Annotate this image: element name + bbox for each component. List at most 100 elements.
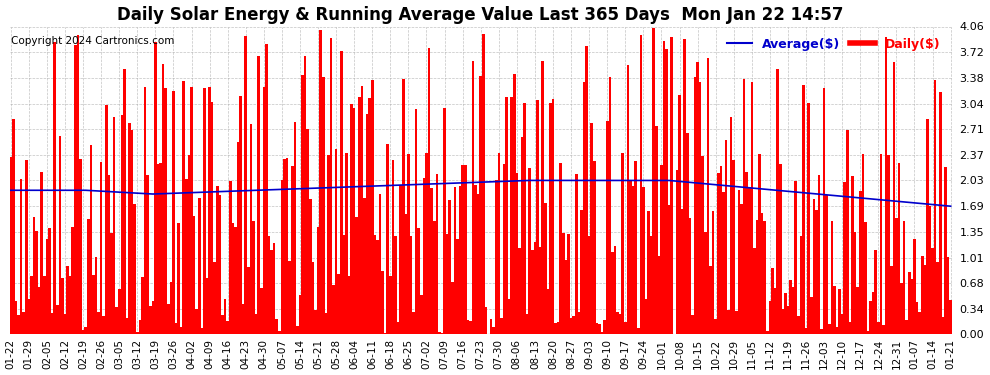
Bar — [360, 86, 363, 334]
Bar — [691, 315, 694, 334]
Bar — [172, 92, 175, 334]
Bar — [304, 56, 307, 334]
Bar — [722, 192, 725, 334]
Bar — [665, 48, 668, 334]
Bar — [505, 98, 508, 334]
Bar — [590, 123, 593, 334]
Bar — [203, 88, 206, 334]
Bar — [407, 154, 410, 334]
Bar — [686, 133, 689, 334]
Bar — [606, 121, 609, 334]
Bar — [537, 99, 539, 334]
Bar — [898, 163, 900, 334]
Bar — [299, 295, 301, 334]
Bar — [405, 214, 407, 334]
Bar — [74, 45, 76, 334]
Bar — [410, 236, 412, 334]
Bar — [144, 87, 147, 334]
Bar — [278, 331, 280, 334]
Bar — [425, 153, 428, 334]
Bar — [866, 331, 869, 334]
Bar — [116, 307, 118, 334]
Bar — [100, 162, 102, 334]
Bar — [464, 165, 466, 334]
Bar — [355, 217, 358, 334]
Bar — [490, 319, 492, 334]
Bar — [728, 310, 730, 334]
Bar — [498, 153, 500, 334]
Bar — [136, 332, 139, 334]
Bar — [56, 305, 58, 334]
Bar — [366, 114, 368, 334]
Bar — [108, 175, 110, 334]
Bar — [195, 309, 198, 334]
Bar — [12, 119, 15, 334]
Bar — [273, 243, 275, 334]
Bar — [841, 314, 843, 334]
Bar — [148, 306, 151, 334]
Bar — [87, 219, 89, 334]
Bar — [906, 321, 908, 334]
Bar — [444, 108, 446, 334]
Bar — [49, 228, 50, 334]
Bar — [670, 37, 673, 334]
Bar — [521, 137, 524, 334]
Bar — [851, 176, 853, 334]
Bar — [446, 234, 448, 334]
Bar — [652, 28, 655, 334]
Bar — [431, 188, 433, 334]
Bar — [758, 154, 761, 334]
Bar — [869, 301, 872, 334]
Bar — [725, 140, 728, 334]
Bar — [219, 195, 221, 334]
Bar — [750, 82, 753, 334]
Bar — [940, 92, 941, 334]
Bar — [839, 289, 841, 334]
Bar — [911, 279, 913, 334]
Bar — [823, 88, 826, 334]
Bar — [175, 323, 177, 334]
Bar — [180, 327, 182, 334]
Bar — [848, 322, 851, 334]
Bar — [627, 65, 630, 335]
Bar — [681, 209, 683, 334]
Bar — [343, 234, 346, 334]
Bar — [949, 300, 952, 334]
Bar — [699, 82, 702, 334]
Bar — [325, 313, 327, 334]
Bar — [763, 222, 766, 334]
Bar — [585, 46, 588, 334]
Bar — [164, 88, 167, 334]
Bar — [861, 154, 864, 334]
Bar — [929, 206, 932, 334]
Bar — [885, 37, 887, 334]
Bar — [41, 172, 44, 334]
Bar — [559, 163, 562, 334]
Bar — [456, 239, 458, 334]
Bar — [655, 126, 657, 334]
Bar — [836, 327, 839, 334]
Bar — [518, 248, 521, 334]
Bar — [859, 191, 861, 334]
Bar — [352, 108, 355, 334]
Bar — [330, 38, 333, 334]
Bar — [526, 314, 529, 334]
Bar — [340, 51, 343, 334]
Bar — [28, 299, 30, 334]
Bar — [84, 327, 87, 334]
Bar — [846, 130, 848, 334]
Bar — [232, 223, 235, 334]
Bar — [451, 282, 453, 334]
Bar — [694, 76, 696, 334]
Bar — [129, 123, 131, 334]
Bar — [821, 328, 823, 334]
Bar — [151, 301, 154, 334]
Bar — [609, 77, 611, 334]
Bar — [730, 117, 733, 334]
Bar — [17, 315, 20, 334]
Bar — [139, 320, 142, 334]
Bar — [92, 274, 95, 334]
Bar — [702, 156, 704, 334]
Bar — [296, 326, 299, 334]
Bar — [624, 322, 627, 334]
